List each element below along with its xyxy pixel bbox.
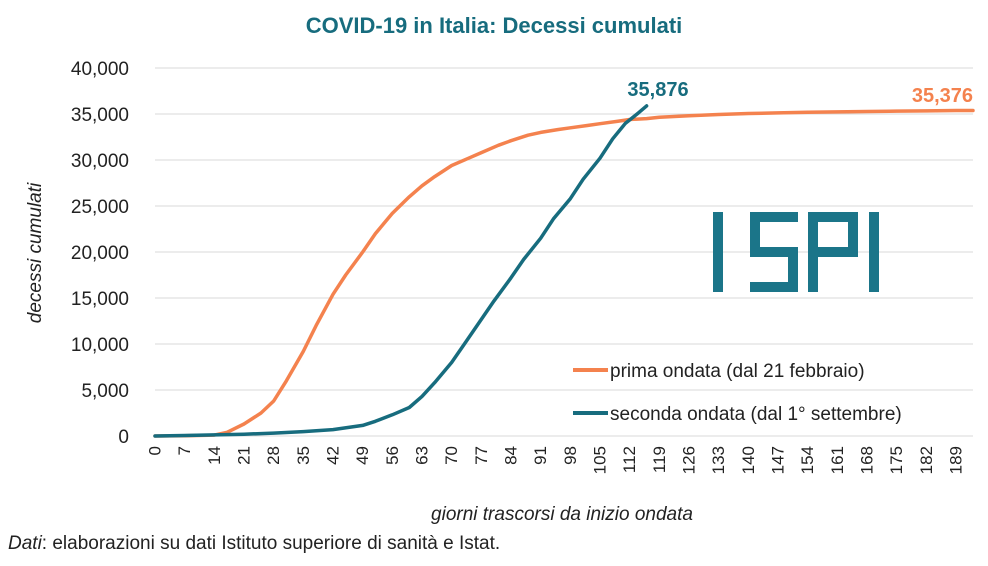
x-tick-label: 147 — [769, 446, 788, 474]
x-tick-label: 98 — [561, 446, 580, 465]
source-label: Dati — [8, 533, 42, 554]
logo-stroke — [750, 212, 798, 222]
x-tick-label: 189 — [947, 446, 966, 474]
logo-stroke — [869, 212, 879, 292]
logo-stroke — [848, 212, 858, 257]
x-tick-label: 175 — [887, 446, 906, 474]
x-tick-label: 63 — [413, 446, 432, 465]
ispi-logo — [713, 212, 879, 292]
x-axis-label: giorni trascorsi da inizio ondata — [431, 504, 693, 525]
x-tick-label: 161 — [828, 446, 847, 474]
y-axis-label: decessi cumulati — [25, 182, 46, 323]
x-tick-label: 7 — [175, 446, 194, 455]
x-tick-label: 70 — [442, 446, 461, 465]
x-tick-label: 49 — [353, 446, 372, 465]
x-tick-label: 91 — [531, 446, 550, 465]
source-text: : elaborazioni su dati Istituto superior… — [41, 533, 501, 554]
y-tick-label: 40,000 — [71, 59, 129, 80]
x-tick-label: 21 — [235, 446, 254, 465]
legend-label: seconda ondata (dal 1° settembre) — [610, 404, 902, 425]
logo-stroke — [750, 212, 760, 257]
logo-stroke — [788, 247, 798, 292]
y-tick-label: 30,000 — [71, 151, 129, 172]
series-layer: 35,376 35,876 — [153, 79, 975, 438]
x-tick-label: 105 — [591, 446, 610, 474]
x-tick-labels: 0 7 14 21 28 35 42 49 56 63 70 77 84 91 98 105 112 119 126… — [146, 446, 966, 474]
x-tick-label: 182 — [917, 446, 936, 474]
chart-title: COVID-19 in Italia: Decessi cumulati — [306, 13, 683, 38]
x-tick-label: 42 — [324, 446, 343, 465]
x-tick-label: 140 — [739, 446, 758, 474]
legend-label: prima ondata (dal 21 febbraio) — [610, 361, 865, 382]
y-tick-label: 20,000 — [71, 243, 129, 264]
x-tick-label: 28 — [264, 446, 283, 465]
logo-stroke — [750, 247, 798, 257]
logo-stroke — [808, 247, 858, 257]
x-tick-label: 168 — [858, 446, 877, 474]
end-value-label: 35,376 — [912, 85, 973, 107]
y-tick-label: 25,000 — [71, 197, 129, 218]
x-tick-label: 77 — [472, 446, 491, 465]
x-tick-label: 133 — [709, 446, 728, 474]
y-tick-label: 35,000 — [71, 105, 129, 126]
y-tick-label: 0 — [118, 427, 129, 448]
source-note: Dati: elaborazioni su dati Istituto supe… — [8, 533, 500, 555]
y-tick-label: 5,000 — [81, 381, 129, 402]
legend: prima ondata (dal 21 febbraio) seconda on… — [573, 361, 902, 425]
x-tick-label: 112 — [620, 446, 639, 473]
x-tick-label: 35 — [294, 446, 313, 465]
x-tick-label: 0 — [146, 446, 165, 455]
logo-stroke — [750, 282, 798, 292]
x-tick-label: 126 — [680, 446, 699, 474]
x-tick-label: 84 — [502, 446, 521, 465]
logo-stroke — [808, 212, 858, 222]
y-tick-labels: 0 5,000 10,000 15,000 20,000 25,000 30,000 35,0… — [71, 59, 129, 448]
y-tick-label: 10,000 — [71, 335, 129, 356]
x-tick-label: 14 — [205, 446, 224, 465]
series-line — [153, 104, 649, 438]
series-line — [153, 108, 975, 438]
x-tick-label: 119 — [650, 446, 669, 473]
x-tick-label: 154 — [798, 446, 817, 474]
x-tick-label: 56 — [383, 446, 402, 465]
y-tick-label: 15,000 — [71, 289, 129, 310]
logo-stroke — [713, 212, 723, 292]
end-value-label: 35,876 — [627, 79, 688, 101]
